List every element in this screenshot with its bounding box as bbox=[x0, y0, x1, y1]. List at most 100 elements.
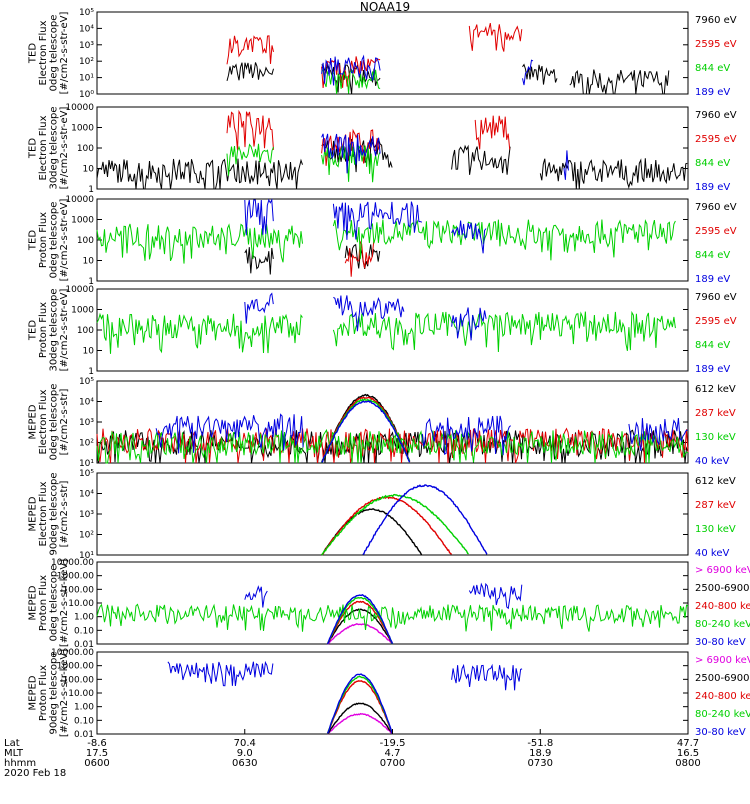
legend-label: 189 eV bbox=[695, 87, 730, 98]
y-tick-label: 10¹ bbox=[79, 74, 94, 84]
y-tick-label: 1000.00 bbox=[57, 662, 94, 672]
legend-label: 844 eV bbox=[695, 158, 730, 169]
y-tick-label: 10.00 bbox=[68, 689, 94, 699]
series-287-kev bbox=[96, 396, 689, 464]
y-axis-label: MEPEDProton Flux0deg telescope[#/cm2-s-s… bbox=[27, 559, 70, 647]
y-tick-label: 1000 bbox=[71, 124, 94, 134]
data-trace bbox=[96, 158, 303, 190]
series-80-240-kev bbox=[96, 596, 689, 645]
belt-arc bbox=[362, 484, 488, 556]
x-tick-label: 9.0 bbox=[237, 748, 253, 759]
legend-label: 287 keV bbox=[695, 408, 736, 419]
y-tick-label: 10² bbox=[79, 57, 94, 67]
data-trace bbox=[167, 660, 274, 687]
data-trace bbox=[522, 59, 534, 86]
panel-frame bbox=[96, 106, 689, 190]
legend-label: 40 keV bbox=[695, 456, 729, 467]
y-axis-label: MEPEDProton Flux90deg telescope[#/cm2-s-… bbox=[27, 649, 70, 737]
series-844-ev bbox=[96, 310, 676, 354]
data-trace bbox=[321, 133, 381, 174]
panel-frame bbox=[96, 561, 689, 645]
y-tick-label: 100 bbox=[77, 326, 94, 336]
x-tick-label: -8.6 bbox=[87, 738, 107, 749]
data-trace bbox=[569, 69, 670, 95]
data-trace bbox=[226, 143, 274, 176]
data-trace bbox=[321, 62, 381, 95]
belt-arc bbox=[326, 593, 394, 645]
y-tick-label: 100.00 bbox=[63, 675, 95, 685]
legend-label: 7960 eV bbox=[695, 292, 737, 303]
data-trace bbox=[468, 22, 523, 52]
x-tick-label: 70.4 bbox=[234, 738, 256, 749]
x-tick-label: 0700 bbox=[380, 758, 405, 769]
series-2500-6900 bbox=[327, 702, 394, 735]
x-tick-label: 0800 bbox=[675, 758, 700, 769]
data-trace bbox=[451, 144, 511, 175]
y-tick-label: 1 bbox=[88, 367, 94, 377]
data-trace bbox=[226, 35, 274, 65]
y-tick-label: 10¹ bbox=[79, 459, 94, 469]
series-2595-ev bbox=[226, 109, 511, 170]
legend-label: 2500-6900 bbox=[695, 583, 750, 594]
legend-label: 240-800 keV bbox=[695, 691, 750, 702]
data-trace bbox=[451, 220, 487, 254]
data-trace bbox=[96, 312, 303, 354]
legend-label: 7960 eV bbox=[695, 15, 737, 26]
y-tick-label: 10⁵ bbox=[79, 469, 94, 479]
x-tick-label: 0630 bbox=[232, 758, 257, 769]
x-tick-label: 0600 bbox=[84, 758, 109, 769]
series-612-kev bbox=[321, 508, 423, 556]
belt-arc bbox=[321, 496, 453, 556]
data-trace bbox=[96, 603, 689, 632]
y-tick-label: 100 bbox=[77, 236, 94, 246]
y-tick-label: 1000 bbox=[71, 216, 94, 226]
y-tick-label: 1000.00 bbox=[57, 572, 94, 582]
belt-arc bbox=[321, 400, 411, 463]
series-2595-ev bbox=[344, 240, 375, 277]
x-row-label: Lat bbox=[4, 738, 20, 749]
legend-label: 30-80 keV bbox=[695, 727, 746, 738]
panel-8: 0.01 0.10 1.00 10.00 100.00 1000.00 10000.00ME… bbox=[27, 648, 750, 740]
legend-label: 2595 eV bbox=[695, 39, 737, 50]
y-tick-label: 0.10 bbox=[74, 716, 94, 726]
legend-label: 30-80 keV bbox=[695, 637, 746, 648]
y-axis-label: TEDElectron Flux0deg telescope[#/cm2-s-s… bbox=[27, 12, 70, 95]
y-tick-label: 100.00 bbox=[63, 585, 95, 595]
series-844-ev bbox=[96, 219, 676, 264]
legend-label: 130 keV bbox=[695, 524, 736, 535]
x-tick-label: 4.7 bbox=[385, 748, 401, 759]
data-trace bbox=[96, 223, 303, 264]
y-tick-label: 10⁰ bbox=[79, 90, 94, 100]
series-7960-ev bbox=[96, 138, 688, 190]
belt-arc bbox=[326, 712, 393, 735]
y-axis-label: MEPEDElectron Flux90deg telescope[#/cm2-… bbox=[27, 472, 70, 555]
data-trace bbox=[539, 158, 688, 190]
series-40-kev bbox=[155, 400, 688, 463]
data-trace bbox=[96, 428, 689, 464]
series-612-kev bbox=[96, 393, 689, 464]
y-tick-label: 1.00 bbox=[74, 613, 94, 623]
legend-label: 189 eV bbox=[695, 364, 730, 375]
series--6900-kev bbox=[327, 623, 393, 645]
x-axis: Lat -8.6 70.4 -19.5 -51.8 47.7 MLT 17.5 9.0 4.7 18… bbox=[4, 729, 701, 779]
x-tick-label: -19.5 bbox=[380, 738, 406, 749]
series-189-ev bbox=[244, 292, 487, 341]
y-tick-label: 1000 bbox=[71, 306, 94, 316]
y-tick-label: 10000 bbox=[65, 195, 94, 205]
x-tick-label: 16.5 bbox=[677, 748, 699, 759]
legend-label: 189 eV bbox=[695, 182, 730, 193]
y-tick-label: 0.01 bbox=[74, 730, 94, 740]
plot-title: NOAA19 bbox=[360, 0, 410, 14]
y-tick-label: 0.10 bbox=[74, 626, 94, 636]
y-tick-label: 10³ bbox=[79, 41, 94, 51]
legend-label: 2500-6900 bbox=[695, 673, 750, 684]
legend-label: 189 eV bbox=[695, 274, 730, 285]
y-tick-label: 1 bbox=[88, 277, 94, 287]
data-trace bbox=[563, 150, 569, 180]
panel-frame bbox=[96, 472, 689, 556]
x-row-label: hhmm bbox=[4, 758, 36, 769]
legend-label: 844 eV bbox=[695, 63, 730, 74]
data-trace bbox=[226, 109, 274, 151]
